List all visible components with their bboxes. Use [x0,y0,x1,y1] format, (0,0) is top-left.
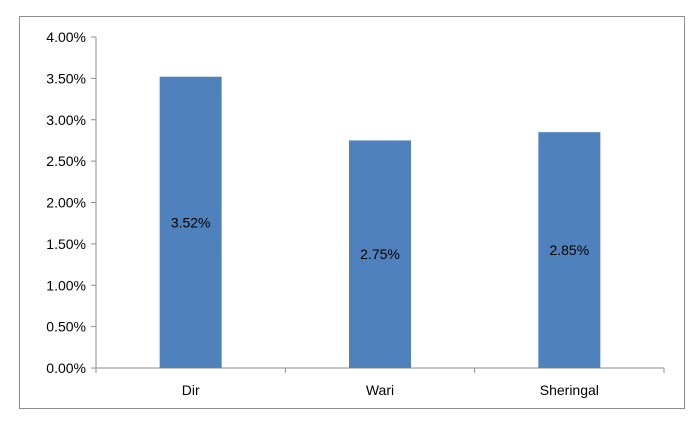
y-tick-label: 4.00% [46,29,86,45]
y-axis: 0.00% 0.50% 1.00% 1.50% 2.00% 2.50% 3.00% 3.50%… [46,29,97,376]
bars [159,76,601,368]
data-label: 2.75% [360,246,400,262]
x-tick-label: Wari [366,382,394,398]
data-labels: 3.52% 2.75% 2.85% [171,214,589,262]
y-tick-label: 0.00% [46,360,86,376]
y-tick-label: 1.50% [46,236,86,252]
x-tick-label: Sheringal [540,382,599,398]
bar-dir [159,76,222,368]
bar-wari [349,140,411,368]
x-tick-label: Dir [182,382,200,398]
y-tick-label: 3.50% [46,70,86,86]
y-tick-label: 3.00% [46,112,86,128]
data-label: 2.85% [549,242,589,258]
data-label: 3.52% [171,214,211,230]
y-tick-label: 1.00% [46,277,86,293]
y-tick-label: 0.50% [46,319,86,335]
bar-sheringal [538,132,601,368]
y-tick-label: 2.50% [46,153,86,169]
x-axis: Dir Wari Sheringal [95,367,665,398]
y-tick-label: 2.00% [46,195,86,211]
